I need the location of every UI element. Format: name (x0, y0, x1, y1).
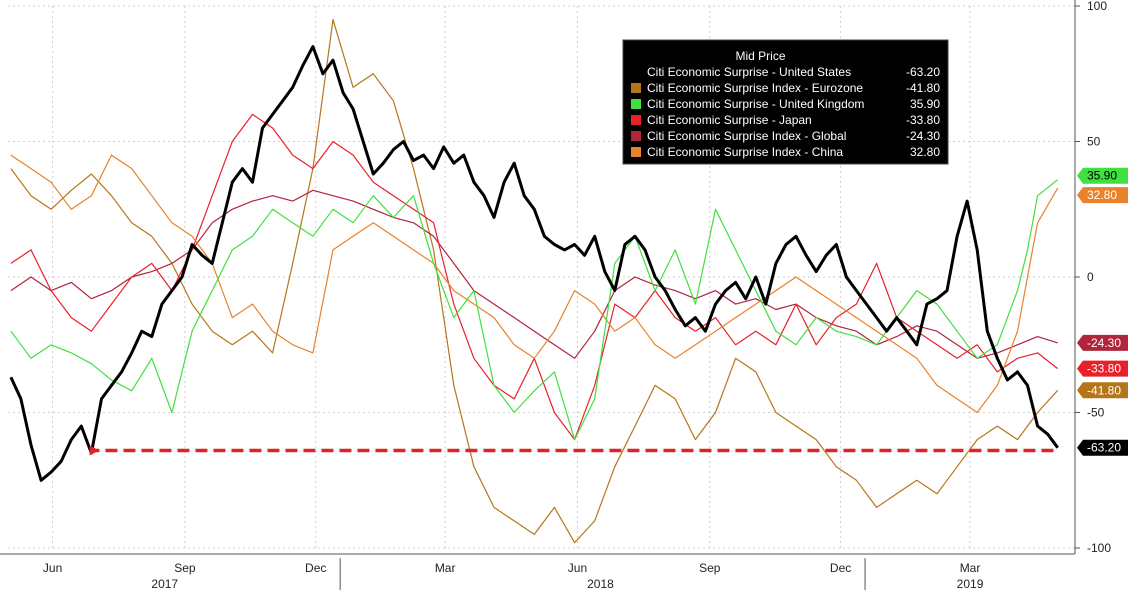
last-value-tag-bg (1077, 187, 1128, 204)
y-tick-label: 0 (1087, 270, 1094, 284)
x-year-label: 2018 (587, 577, 614, 591)
last-value-labels: -63.20 35.90 -33.80 -24.30 32.80 -41.80 (1077, 167, 1128, 456)
legend-series-name: Citi Economic Surprise Index - China (647, 145, 843, 159)
legend-swatch (631, 83, 641, 93)
series-line (10, 179, 1059, 441)
y-tick-label: -50 (1087, 406, 1105, 420)
series-line (9, 45, 1059, 482)
last-value-tag-bg (1077, 360, 1128, 377)
legend: Mid Price Citi Economic Surprise - United… (622, 39, 949, 165)
last-value-text: -24.30 (1087, 336, 1121, 350)
series-line (10, 19, 1059, 544)
last-value-tag-bg (1077, 382, 1128, 399)
legend-swatch (631, 131, 641, 141)
last-value-tag: 35.90 (1077, 167, 1128, 184)
legend-series-name: Citi Economic Surprise - United States (647, 65, 851, 79)
y-tick-label: -100 (1087, 541, 1111, 555)
y-tick-label: 50 (1087, 135, 1101, 149)
legend-box (622, 39, 949, 165)
last-value-tag: -33.80 (1077, 360, 1128, 377)
x-tick-label: Jun (43, 561, 62, 575)
last-value-tag: -63.20 (1077, 439, 1128, 456)
last-value-tag-bg (1077, 439, 1128, 456)
legend-series-value: 32.80 (910, 145, 940, 159)
legend-series-value: -24.30 (906, 129, 940, 143)
series-lines (9, 19, 1059, 544)
y-tick-label: 100 (1087, 0, 1107, 13)
legend-series-name: Citi Economic Surprise Index - Eurozone (647, 81, 863, 95)
x-tick-label: Jun (568, 561, 587, 575)
last-value-text: -41.80 (1087, 383, 1121, 397)
legend-series-value: -33.80 (906, 113, 940, 127)
last-value-text: -63.20 (1087, 441, 1121, 455)
series-line (10, 154, 1059, 414)
x-tick-label: Dec (830, 561, 851, 575)
legend-title: Mid Price (735, 49, 785, 63)
x-tick-label: Mar (435, 561, 456, 575)
legend-swatch (631, 147, 641, 157)
x-year-label: 2019 (957, 577, 984, 591)
last-value-tag: -41.80 (1077, 382, 1128, 399)
last-value-tag-bg (1077, 167, 1128, 184)
x-year-label: 2017 (151, 577, 178, 591)
x-tick-label: Sep (174, 561, 196, 575)
legend-series-value: -41.80 (906, 81, 940, 95)
legend-swatch (631, 67, 641, 77)
axes: Jun Sep Dec Mar Jun Sep Dec Mar 100 50 0 -50 -100 201… (0, 0, 1111, 591)
x-tick-label: Sep (699, 561, 721, 575)
last-value-tag: -24.30 (1077, 334, 1128, 351)
last-value-tag: 32.80 (1077, 187, 1128, 204)
legend-series-value: 35.90 (910, 97, 940, 111)
x-tick-label: Dec (305, 561, 326, 575)
last-value-text: 32.80 (1087, 188, 1117, 202)
last-value-text: -33.80 (1087, 362, 1121, 376)
legend-swatch (631, 115, 641, 125)
legend-series-name: Citi Economic Surprise Index - Global (647, 129, 846, 143)
last-value-tag-bg (1077, 334, 1128, 351)
x-tick-label: Mar (960, 561, 981, 575)
legend-series-name: Citi Economic Surprise - Japan (647, 113, 812, 127)
series-line (10, 189, 1058, 359)
last-value-text: 35.90 (1087, 169, 1117, 183)
legend-series-value: -63.20 (906, 65, 940, 79)
legend-series-name: Citi Economic Surprise - United Kingdom (647, 97, 864, 111)
legend-swatch (631, 99, 641, 109)
